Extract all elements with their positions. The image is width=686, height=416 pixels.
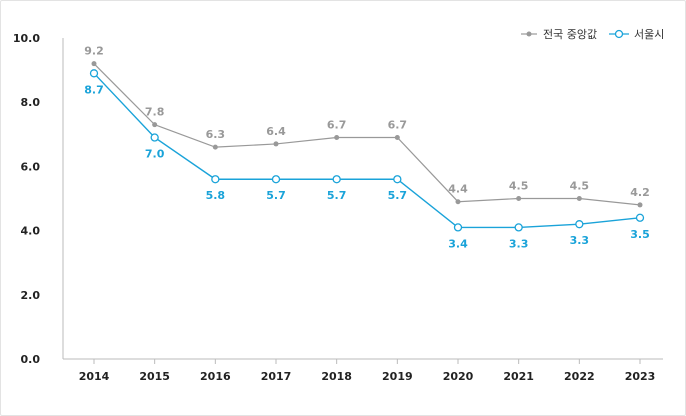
series-national-median: 9.2 7.8 6.3 6.4 6.7 6.7 4.4 4.5 4.5 4.2 [84, 45, 650, 208]
x-tick-label: 2015 [139, 370, 170, 383]
seoul-data-label: 5.7 [327, 189, 347, 202]
legend-seoul-marker [614, 29, 624, 39]
x-tick-label: 2021 [503, 370, 534, 383]
seoul-data-label: 7.0 [145, 148, 165, 161]
national-data-label: 4.5 [509, 180, 529, 193]
national-data-label: 6.3 [206, 128, 226, 141]
seoul-point [211, 175, 220, 184]
seoul-data-label: 3.5 [630, 228, 650, 241]
y-tick-label: 2.0 [21, 289, 41, 302]
x-tick-label: 2020 [443, 370, 474, 383]
seoul-point [453, 223, 463, 232]
national-data-label: 6.4 [266, 125, 286, 138]
national-point [455, 199, 461, 205]
y-axis: 0.0 2.0 4.0 6.0 8.0 10.0 [13, 32, 64, 366]
national-data-label: 6.7 [327, 119, 347, 132]
national-point [516, 196, 522, 201]
seoul-data-label: 5.7 [388, 189, 408, 202]
series-seoul: 8.7 7.0 5.8 5.7 5.7 5.7 3.4 3.3 3.3 3.5 [84, 69, 650, 250]
seoul-point [271, 175, 281, 184]
seoul-data-label: 3.4 [448, 237, 468, 250]
x-tick-label: 2014 [79, 370, 110, 383]
legend: 전국 중앙값 서울시 [521, 28, 664, 41]
seoul-data-label: 5.8 [206, 189, 226, 202]
x-tick-label: 2016 [200, 370, 231, 383]
seoul-point [514, 223, 523, 232]
y-tick-label: 6.0 [21, 160, 41, 173]
national-point [334, 135, 340, 141]
x-tick-label: 2017 [261, 370, 292, 383]
x-tick-label: 2022 [564, 370, 595, 383]
y-tick-label: 10.0 [13, 32, 40, 45]
national-point [152, 122, 158, 128]
legend-national-label: 전국 중앙값 [543, 28, 597, 41]
seoul-point [332, 175, 341, 184]
national-point [91, 61, 97, 67]
legend-seoul-label: 서울시 [634, 28, 664, 41]
seoul-point [393, 175, 402, 184]
national-data-label: 4.5 [570, 180, 590, 193]
y-tick-label: 8.0 [21, 96, 41, 109]
national-data-label: 4.2 [630, 186, 650, 199]
seoul-point [635, 213, 645, 222]
national-point [212, 144, 218, 150]
national-point [637, 202, 643, 208]
x-tick-label: 2023 [625, 370, 656, 383]
national-point [273, 141, 279, 147]
seoul-data-label: 8.7 [84, 83, 104, 96]
seoul-data-label: 3.3 [509, 237, 529, 250]
national-data-label: 6.7 [388, 119, 408, 132]
y-tick-label: 0.0 [21, 353, 41, 366]
x-tick-label: 2018 [321, 370, 352, 383]
national-line [93, 63, 641, 206]
national-data-label: 9.2 [84, 45, 104, 58]
national-point [394, 135, 400, 141]
x-axis: 2014 2015 2016 2017 2018 2019 2020 2021 2022 2023 [63, 358, 663, 383]
seoul-point [575, 220, 584, 229]
national-data-label: 7.8 [145, 106, 165, 119]
seoul-point [89, 69, 99, 78]
x-tick-label: 2019 [382, 370, 413, 383]
seoul-line [93, 72, 641, 229]
national-data-label: 4.4 [448, 183, 468, 196]
y-tick-label: 4.0 [21, 225, 41, 238]
seoul-point [150, 133, 159, 142]
seoul-data-label: 3.3 [570, 234, 590, 247]
national-point [576, 196, 582, 201]
seoul-data-label: 5.7 [266, 189, 286, 202]
legend-national-marker [526, 31, 532, 37]
